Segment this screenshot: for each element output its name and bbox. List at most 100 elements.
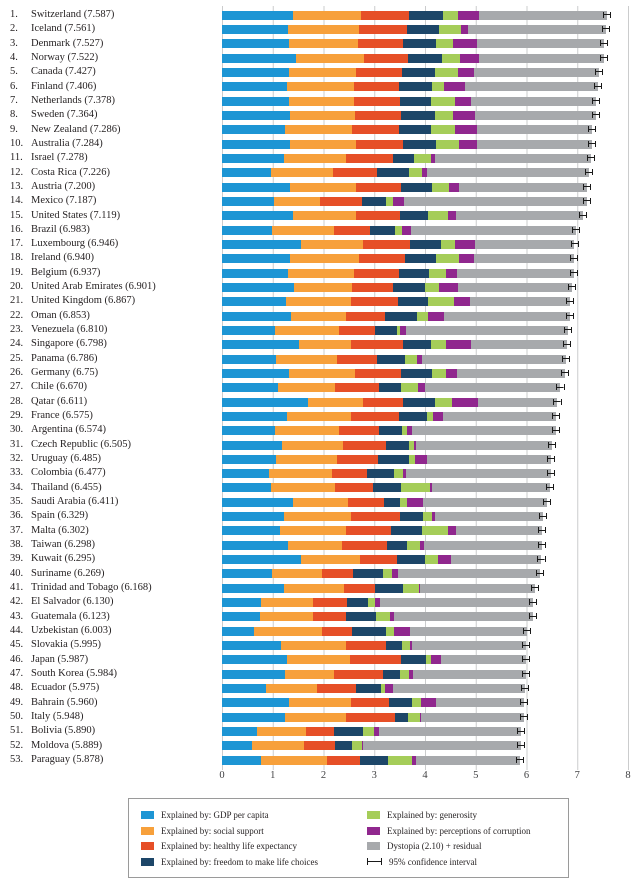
bar-segment-gdp-per-capita [222,368,290,378]
bar-segment-social-support [288,268,354,278]
bar-segment-generosity [409,440,414,450]
bar-segment-dystopia-residual [444,311,570,321]
confidence-interval-whisker [556,384,565,391]
row-label: 2. Iceland (7.561) [0,24,222,35]
chart-row: 51. Bolivia (5.890) [0,724,641,738]
bar-segment-dystopia-residual [392,684,526,694]
row-rank: 3. [10,37,18,49]
bar-track [222,239,628,249]
bar-track [222,612,628,622]
legend-item: Dystopia (2.10) + residual [367,838,530,854]
bar-segment-gdp-per-capita [222,125,286,135]
bar-segment-freedom [400,182,433,192]
confidence-interval-whisker [599,40,609,47]
bar-track [222,598,628,608]
chart-row: 39. Kuwait (6.295) [0,552,641,566]
row-country-score: Chile (6.670) [31,381,87,393]
row-rank: 35. [10,496,24,508]
row-country-score: Finland (7.406) [31,80,97,92]
bar-segment-corruption [455,239,475,249]
bar-segment-healthy-life-expectancy [316,684,356,694]
bar-segment-freedom [360,755,388,765]
bar-segment-generosity [425,655,432,665]
bar-segment-corruption [459,254,474,264]
confidence-interval-whisker [537,541,546,548]
bar-segment-healthy-life-expectancy [303,741,335,751]
confidence-interval-whisker [599,54,608,61]
bar-track [222,655,628,665]
row-label: 21. United Kingdom (6.867) [0,296,222,307]
row-country-score: Moldova (5.889) [31,739,103,751]
bar-segment-generosity [422,526,449,536]
bar-segment-gdp-per-capita [222,655,287,665]
bar-segment-healthy-life-expectancy [347,497,385,507]
bar-segment-freedom [345,612,376,622]
bar-segment-freedom [400,368,432,378]
bar-segment-social-support [265,684,317,694]
bar-track [222,469,628,479]
confidence-interval-whisker [594,68,604,75]
bar-track [222,383,628,393]
row-country-score: Netherlands (7.378) [31,94,115,106]
bar-segment-dystopia-residual [478,53,604,63]
row-country-score: Malta (6.302) [31,524,89,536]
confidence-interval-whisker [565,312,574,319]
row-label: 42. El Salvador (6.130) [0,597,222,608]
bar-segment-social-support [284,512,352,522]
row-rank: 17. [10,238,24,250]
bar-track [222,153,628,163]
bar-segment-corruption [422,168,428,178]
bar-segment-dystopia-residual [455,526,542,536]
confidence-interval-whisker [587,126,596,133]
row-country-score: Bolivia (5.890) [31,725,96,737]
bar-segment-corruption [432,411,444,421]
bar-segment-healthy-life-expectancy [356,211,400,221]
bar-segment-dystopia-residual [455,211,584,221]
row-country-score: Luxembourg (6.946) [31,238,119,250]
bar-segment-dystopia-residual [474,239,575,249]
row-label: 52. Moldova (5.889) [0,739,222,752]
bar-segment-dystopia-residual [431,483,550,493]
bar-segment-dystopia-residual [457,368,565,378]
row-rank: 7. [10,94,18,106]
bar-segment-corruption [419,712,421,722]
bar-segment-gdp-per-capita [222,411,287,421]
bar-segment-social-support [270,168,334,178]
bar-segment-gdp-per-capita [222,325,275,335]
bar-segment-healthy-life-expectancy [359,24,408,34]
bar-segment-corruption [419,540,424,550]
row-label: 1. Switzerland (7.587) [0,9,222,21]
row-label: 22. Oman (6.853) [0,310,222,322]
bar-track [222,397,628,407]
legend-item: Explained by: GDP per capita [141,807,353,823]
chart-row: 22. Oman (6.853) [0,309,641,323]
row-country-score: Bahrain (5.960) [31,696,98,708]
row-rank: 33. [10,467,24,479]
bar-segment-corruption [410,641,413,651]
bar-segment-healthy-life-expectancy [335,383,379,393]
row-rank: 50. [10,710,24,722]
confidence-interval-whisker [563,326,572,333]
bar-segment-freedom [403,340,431,350]
bar-segment-corruption [390,612,394,622]
bar-segment-corruption [413,440,416,450]
confidence-interval-whisker [529,599,538,606]
bar-segment-gdp-per-capita [222,196,274,206]
chart-row: 3. Denmark (7.527) [0,37,641,51]
bar-track [222,426,628,436]
row-label: 6. Finland (7.406) [0,80,222,93]
bar-segment-gdp-per-capita [222,239,302,249]
confidence-interval-whisker [545,484,554,491]
bar-segment-gdp-per-capita [222,583,284,593]
confidence-interval-whisker [562,341,572,348]
bar-segment-social-support [268,469,332,479]
row-country-score: Slovakia (5.995) [31,639,101,651]
bar-segment-healthy-life-expectancy [346,712,395,722]
bar-segment-healthy-life-expectancy [346,153,393,163]
chart-row: 20. United Arab Emirates (6.901) [0,280,641,294]
bar-segment-freedom [378,454,409,464]
bar-segment-corruption [446,368,458,378]
bar-segment-gdp-per-capita [222,182,290,192]
row-rank: 15. [10,209,24,221]
legend: Explained by: GDP per capita Explained by… [128,798,569,879]
